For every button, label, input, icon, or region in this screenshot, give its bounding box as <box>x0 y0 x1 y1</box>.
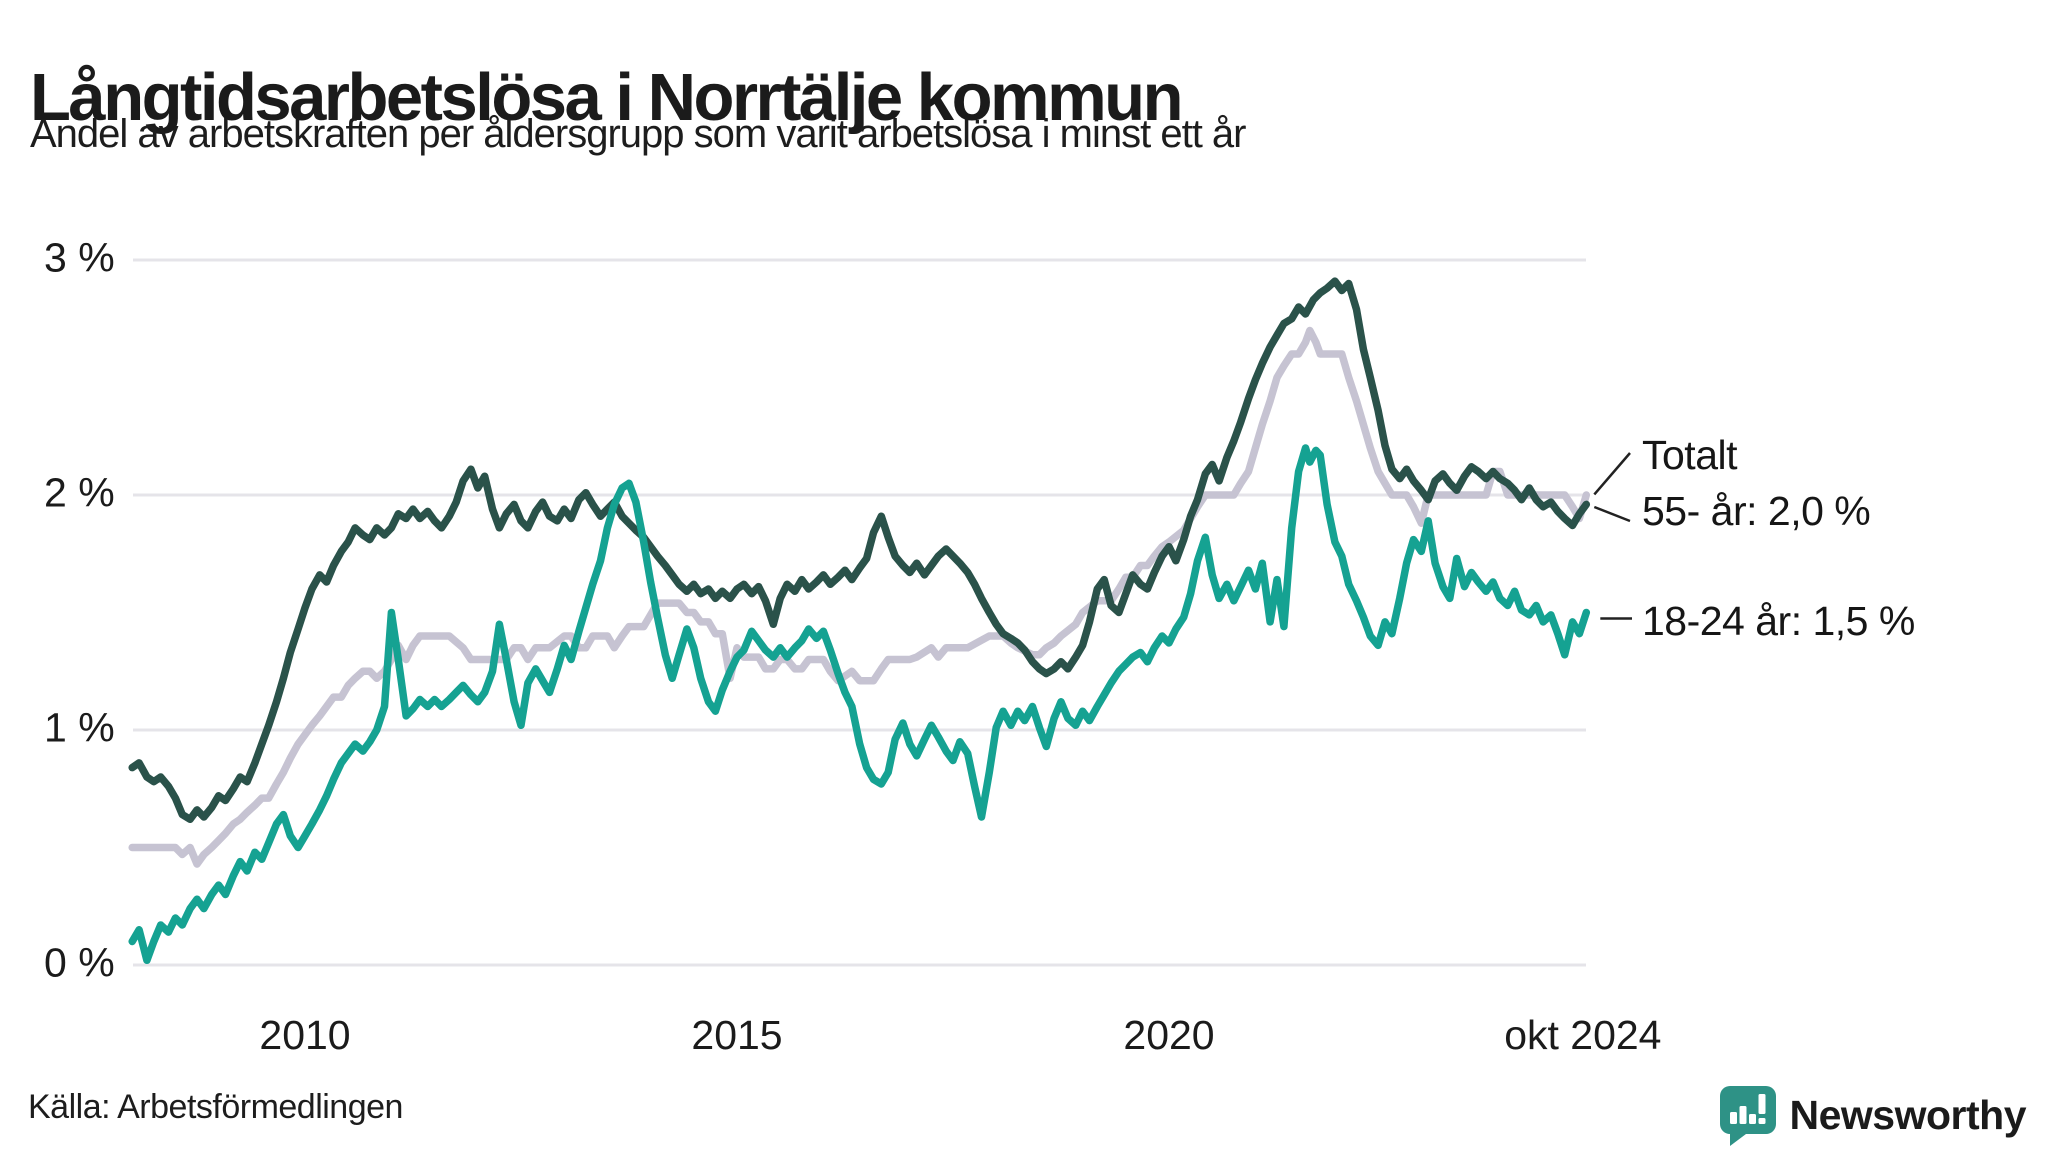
x-axis-label-okt-2024: okt 2024 <box>1504 1012 1662 1058</box>
x-axis-label-2010: 2010 <box>259 1012 351 1058</box>
newsworthy-logo-text: Newsworthy <box>1789 1091 2027 1138</box>
page-title: Långtidsarbetslösa i Norrtälje kommun <box>30 59 1184 135</box>
series-line-totalt <box>128 277 1591 824</box>
y-axis-label-0pct: 0 % <box>44 939 115 986</box>
legend-label-55-ar: 55- år: 2,0 % <box>1642 488 1871 534</box>
newsworthy-logo[interactable]: Newsworthy <box>1718 1084 2027 1146</box>
newsworthy-speech-bubble-bar-chart-icon <box>1718 1084 1778 1146</box>
series-line-55 <box>128 326 1591 868</box>
series-line-1824 <box>128 444 1591 965</box>
chart-subtitle: Andel av arbetskraften per åldersgrupp s… <box>30 112 1246 156</box>
leader-line-55-ar <box>1593 505 1631 523</box>
series-lines <box>128 277 1591 965</box>
legend-label-totalt: Totalt <box>1642 432 1738 478</box>
y-axis-label-3pct: 3 % <box>44 234 115 281</box>
legend-label-18-24-ar: 18-24 år: 1,5 % <box>1642 598 1915 644</box>
legend-leader-lines <box>1593 452 1632 620</box>
y-axis-label-1pct: 1 % <box>44 704 115 751</box>
x-axis-label-2020: 2020 <box>1123 1012 1215 1058</box>
x-axis-label-2015: 2015 <box>691 1012 783 1058</box>
source-note: Källa: Arbetsförmedlingen <box>28 1088 403 1126</box>
y-axis-label-2pct: 2 % <box>44 469 115 516</box>
leader-line-totalt <box>1593 452 1631 496</box>
